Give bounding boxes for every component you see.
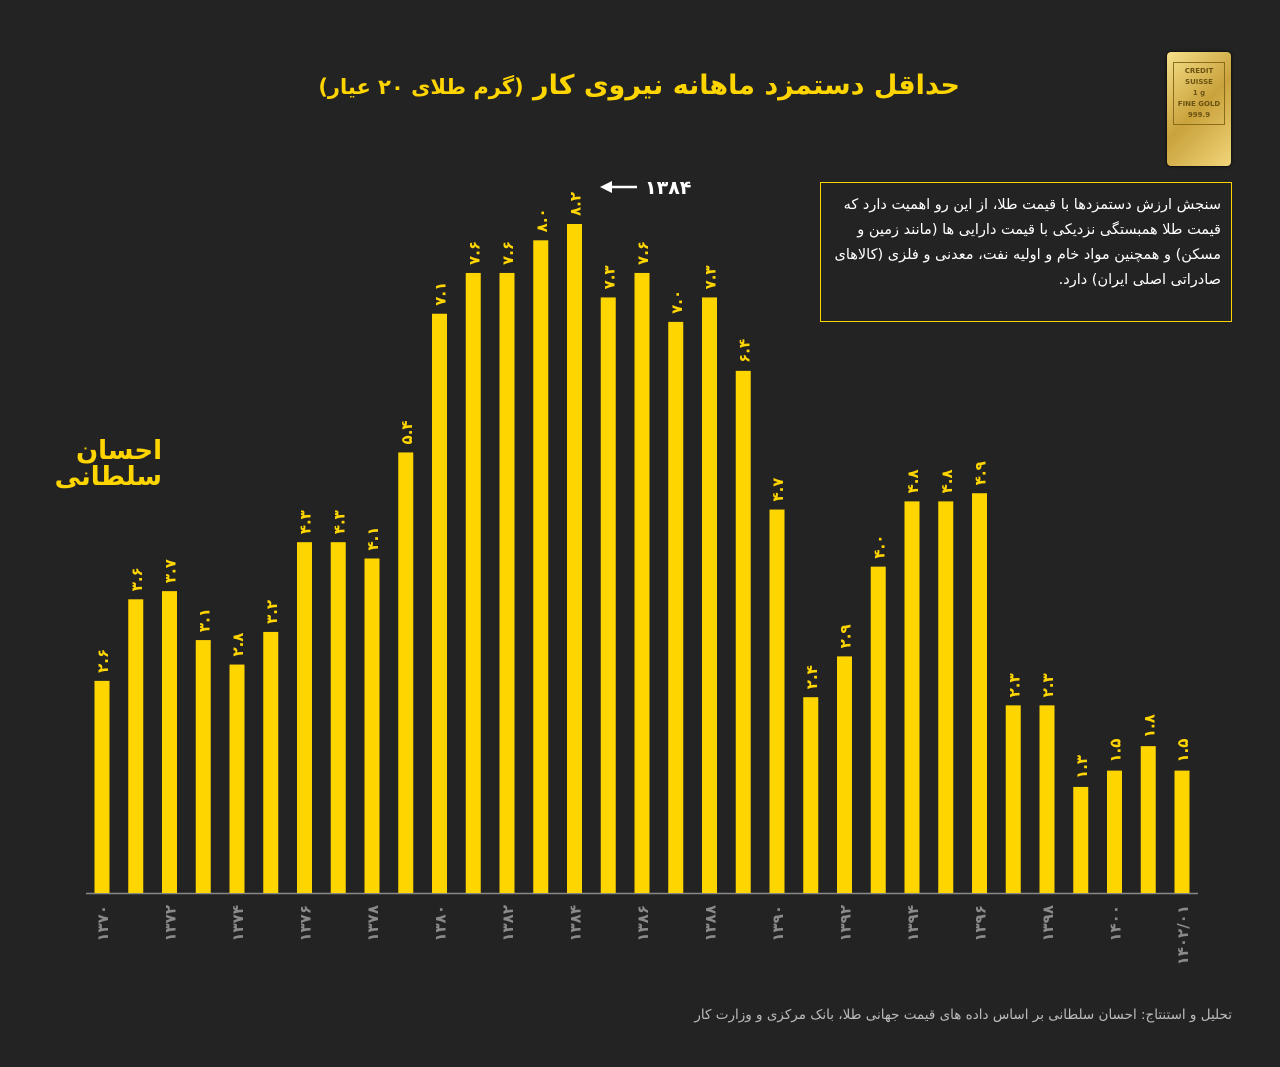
x-tick-label: ۱۳۹۴ <box>904 905 922 942</box>
data-label: ۶.۴ <box>735 339 753 363</box>
bar <box>1005 705 1021 893</box>
bar <box>330 542 346 893</box>
title-text: حداقل دستمزد ماهانه نیروی کار <box>533 70 960 101</box>
bar <box>1073 786 1089 893</box>
x-tick-label: ۱۳۷۰ <box>94 905 112 942</box>
data-label: ۴.۹ <box>972 461 990 485</box>
bar <box>870 566 886 893</box>
data-label: ۱.۳ <box>1073 755 1091 779</box>
bar <box>432 313 447 893</box>
gold-bar-image: CREDIT SUISSE 1 g FINE GOLD 999.9 <box>1167 52 1231 166</box>
author-logo: احسان سلطانی <box>54 436 162 492</box>
source-footer: تحلیل و استنتاج: احسان سلطانی بر اساس دا… <box>694 1007 1232 1023</box>
x-tick-label: ۱۳۷۲ <box>162 905 180 942</box>
x-tick-label: ۱۴۰۰ <box>1107 905 1125 942</box>
data-label: ۲.۶ <box>94 649 112 673</box>
data-label: ۴.۸ <box>904 469 922 493</box>
data-label: ۷.۱ <box>432 282 450 306</box>
x-tick-label: ۱۳۷۶ <box>297 905 315 942</box>
data-label: ۲.۹ <box>837 624 855 648</box>
data-label: ۷.۶ <box>499 241 517 265</box>
gold-bar-brand: CREDIT SUISSE <box>1184 67 1214 86</box>
data-label: ۴.۰ <box>870 535 888 559</box>
data-label: ۳.۲ <box>263 600 281 624</box>
bar <box>533 240 549 893</box>
bar <box>972 493 987 893</box>
bar <box>364 558 380 893</box>
data-label: ۲.۴ <box>803 665 821 689</box>
bar <box>803 697 819 893</box>
bar <box>904 501 920 893</box>
data-label: ۴.۱ <box>364 526 382 550</box>
data-label: ۸.۰ <box>533 208 551 232</box>
bar <box>229 664 245 893</box>
data-label: ۵.۴ <box>398 420 416 444</box>
data-label: ۷.۳ <box>600 265 618 289</box>
bar <box>195 640 211 893</box>
bar <box>938 501 954 893</box>
bar <box>297 542 312 893</box>
bar <box>634 272 650 893</box>
data-label: ۱.۵ <box>1107 739 1125 763</box>
x-tick-label: ۱۳۹۸ <box>1039 905 1057 942</box>
x-tick-label: ۱۳۸۰ <box>432 905 450 942</box>
chart-title: حداقل دستمزد ماهانه نیروی کار (گرم طلای … <box>300 70 960 101</box>
annotation-label: ۱۳۸۴ <box>645 177 691 199</box>
x-tick-label: ۱۳۸۴ <box>567 905 585 942</box>
gold-bar-purity: 999.9 <box>1187 111 1211 119</box>
x-tick-label: ۱۳۷۸ <box>364 905 382 942</box>
arrowhead-icon <box>600 181 612 193</box>
x-tick-label: ۱۳۸۸ <box>702 905 720 942</box>
x-tick-label: ۱۳۹۰ <box>769 905 787 942</box>
data-label: ۱.۵ <box>1174 739 1192 763</box>
data-label: ۴.۳ <box>297 510 315 534</box>
data-label: ۳.۱ <box>195 608 213 632</box>
bar <box>735 370 751 894</box>
bar <box>128 599 144 893</box>
gold-bar-text: FINE GOLD <box>1177 100 1221 108</box>
gold-bar-weight: 1 g <box>1192 89 1206 97</box>
data-label: ۲.۸ <box>229 633 247 657</box>
x-tick-label: ۱۳۸۲ <box>499 905 517 942</box>
x-tick-label: ۱۳۹۲ <box>837 905 855 942</box>
data-label: ۴.۷ <box>769 478 787 502</box>
bar <box>837 656 852 893</box>
subtitle-text: (گرم طلای ۲۰ عیار) <box>318 75 524 99</box>
data-label: ۷.۶ <box>634 241 652 265</box>
bar <box>567 224 582 893</box>
data-label: ۷.۶ <box>465 241 483 265</box>
bar <box>398 452 414 893</box>
note-box: سنجش ارزش دستمزدها با قیمت طلا، از این ر… <box>820 182 1232 322</box>
bar <box>668 321 684 893</box>
x-tick-label: ۱۴۰۲/۰۱ <box>1174 905 1192 965</box>
data-label: ۳.۷ <box>162 559 180 583</box>
bar <box>499 272 515 893</box>
bar <box>1039 705 1055 893</box>
data-label: ۷.۰ <box>668 290 686 314</box>
x-tick-label: ۱۳۷۴ <box>229 905 247 942</box>
x-tick-label: ۱۳۹۶ <box>972 905 990 942</box>
data-label: ۲.۳ <box>1005 673 1023 697</box>
bar <box>1174 770 1190 893</box>
data-label: ۸.۲ <box>567 192 585 216</box>
bar <box>1140 746 1156 893</box>
data-label: ۴.۳ <box>330 510 348 534</box>
data-label: ۴.۸ <box>938 469 956 493</box>
bar <box>600 297 616 893</box>
bar <box>162 591 177 893</box>
data-label: ۱.۸ <box>1140 714 1158 738</box>
bar <box>465 272 481 893</box>
bar <box>769 509 785 893</box>
data-label: ۷.۳ <box>702 265 720 289</box>
bar <box>94 680 110 893</box>
data-label: ۲.۳ <box>1039 673 1057 697</box>
x-tick-label: ۱۳۸۶ <box>634 905 652 942</box>
bar <box>1107 770 1122 893</box>
bar <box>263 631 279 893</box>
bar <box>702 297 717 893</box>
data-label: ۳.۶ <box>128 567 146 591</box>
